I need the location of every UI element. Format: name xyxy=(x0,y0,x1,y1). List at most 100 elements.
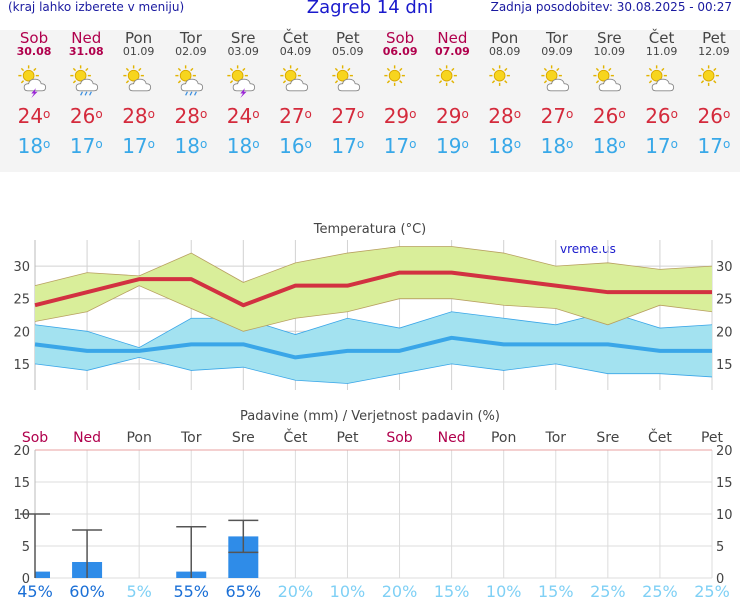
x-day-label: Tor xyxy=(180,430,202,446)
day-name: Ned xyxy=(71,29,102,47)
min-temp: 17o xyxy=(122,134,155,158)
precipitation-probability-label: 20% xyxy=(278,582,314,600)
min-temp: 17o xyxy=(645,134,678,158)
y-tick-label-right: 30 xyxy=(716,260,733,275)
day-column: Sob 06.09 29o 17o xyxy=(374,30,426,158)
day-name: Čet xyxy=(282,29,309,47)
y-tick-label-right: 15 xyxy=(716,358,733,373)
precipitation-probability-label: 10% xyxy=(486,582,522,600)
sun-cloud-icon xyxy=(583,64,635,98)
precipitation-probability-label: 55% xyxy=(173,582,209,600)
sun-cloud-rain-icon xyxy=(165,64,217,98)
day-date: 11.09 xyxy=(645,45,678,58)
min-temp: 18o xyxy=(226,134,260,158)
y-tick-label-right: 0 xyxy=(716,572,724,587)
min-temp: 17o xyxy=(69,134,103,158)
day-column: Ned 07.09 29o 19o xyxy=(426,30,478,158)
precipitation-bar xyxy=(35,571,50,578)
sun-icon xyxy=(479,64,531,98)
watermark: vreme.us xyxy=(560,242,616,256)
x-day-label: Sre xyxy=(596,430,619,446)
forecast-charts: Temperatura (°C) vreme.us 15 15 20 20 25 25 30 30… xyxy=(13,222,733,600)
min-temp: 17o xyxy=(331,134,365,158)
y-tick-label-right: 10 xyxy=(716,508,733,523)
precipitation-probability-label: 15% xyxy=(538,582,574,600)
sun-cloud-thunder-icon xyxy=(8,64,60,98)
min-range-band-lower-edge xyxy=(34,356,713,384)
x-day-label: Pet xyxy=(336,430,359,446)
max-temp: 29o xyxy=(383,104,417,128)
day-column: Pon 08.09 28o 18o xyxy=(479,30,531,158)
page-title: Zagreb 14 dni xyxy=(306,0,434,18)
min-temp: 17o xyxy=(697,134,731,158)
x-day-label: Ned xyxy=(73,430,101,446)
day-name: Čet xyxy=(648,29,675,47)
day-date: 04.09 xyxy=(279,45,312,58)
x-day-label: Pon xyxy=(126,430,151,446)
min-temp: 19o xyxy=(435,134,469,158)
y-tick-label: 30 xyxy=(13,260,30,275)
x-day-label: Ned xyxy=(438,430,466,446)
precipitation-probability-label: 60% xyxy=(69,582,105,600)
day-date: 03.09 xyxy=(227,45,259,58)
x-day-label: Čet xyxy=(648,428,672,446)
y-tick-label: 20 xyxy=(13,444,30,459)
day-column: Pet 12.09 26o 17o xyxy=(688,30,740,158)
last-updated: Zadnja posodobitev: 30.08.2025 - 00:27 xyxy=(490,0,732,14)
min-range-band xyxy=(35,311,712,384)
min-temperature-line xyxy=(34,335,712,360)
y-tick-label-right: 15 xyxy=(716,476,733,491)
x-day-label: Čet xyxy=(283,428,307,446)
precipitation-probability-label: 25% xyxy=(642,582,678,600)
location-hint: (kraj lahko izberete v meniju) xyxy=(8,0,185,14)
y-tick-label-right: 25 xyxy=(716,293,733,308)
day-name: Pet xyxy=(702,29,726,47)
day-name: Tor xyxy=(179,29,202,47)
sun-cloud-icon xyxy=(322,64,374,98)
max-temp: 26o xyxy=(697,104,731,128)
day-column: Sre 03.09 24o 18o xyxy=(217,30,269,158)
precipitation-probability-label: 65% xyxy=(226,582,262,600)
day-date: 31.08 xyxy=(68,45,104,58)
x-day-label: Tor xyxy=(545,430,567,446)
day-name: Sob xyxy=(385,29,415,47)
y-tick-label: 15 xyxy=(13,476,30,491)
y-tick-label: 20 xyxy=(13,325,30,340)
daily-forecast-strip: Sob 30.08 24o 18o Ned 31.08 26o 17o Pon 01.09 28o 1… xyxy=(0,30,740,172)
min-temp: 18o xyxy=(174,134,208,158)
day-name: Pon xyxy=(491,29,519,47)
x-day-label: Sob xyxy=(386,430,412,446)
precipitation-probability-label: 25% xyxy=(590,582,626,600)
sun-cloud-rain-icon xyxy=(60,64,112,98)
y-tick-label: 10 xyxy=(13,508,30,523)
day-name: Sob xyxy=(19,29,49,47)
precipitation-chart-title: Padavine (mm) / Verjetnost padavin (%) xyxy=(240,409,500,424)
precipitation-probability-label: 10% xyxy=(330,582,366,600)
day-column: Ned 31.08 26o 17o xyxy=(60,30,112,158)
day-date: 09.09 xyxy=(541,45,573,58)
max-temperature-line xyxy=(34,270,712,308)
x-day-label: Pet xyxy=(701,430,724,446)
max-temp: 24o xyxy=(17,104,51,128)
max-temp: 27o xyxy=(331,104,365,128)
max-temp: 28o xyxy=(122,104,155,128)
day-column: Pon 01.09 28o 17o xyxy=(113,30,165,158)
max-temp: 24o xyxy=(226,104,260,128)
y-tick-label-right: 5 xyxy=(716,540,724,555)
y-tick-label: 25 xyxy=(13,293,30,308)
day-date: 01.09 xyxy=(122,45,155,58)
day-date: 10.09 xyxy=(593,45,626,58)
max-temp: 28o xyxy=(174,104,208,128)
day-column: Sob 30.08 24o 18o xyxy=(8,30,60,158)
day-date: 08.09 xyxy=(488,45,521,58)
day-date: 30.08 xyxy=(16,45,52,58)
sun-icon xyxy=(426,64,478,98)
max-temp: 27o xyxy=(540,104,574,128)
max-temp: 27o xyxy=(279,104,312,128)
max-range-band-upper-edge xyxy=(34,246,713,287)
day-column: Pet 05.09 27o 17o xyxy=(322,30,374,158)
sun-cloud-icon xyxy=(270,64,322,98)
y-tick-label: 0 xyxy=(22,572,30,587)
day-column: Čet 11.09 26o 17o xyxy=(636,30,688,158)
day-column: Sre 10.09 26o 18o xyxy=(583,30,635,158)
